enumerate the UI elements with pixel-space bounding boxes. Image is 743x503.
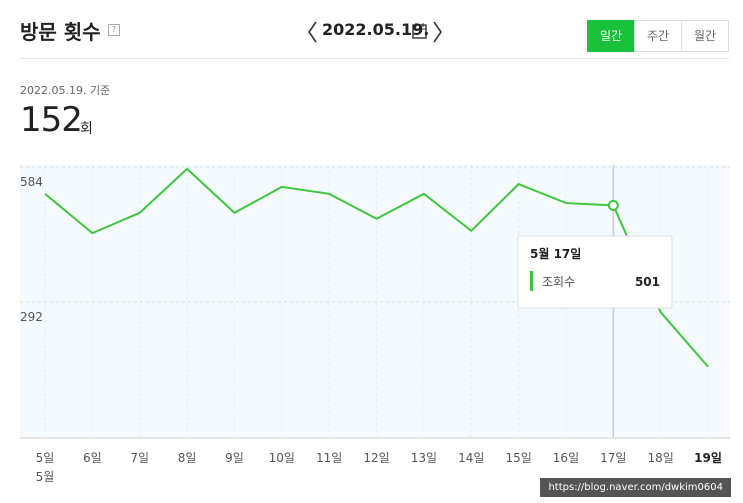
tab[interactable]: 월간 <box>681 20 729 52</box>
count-unit: 회 <box>80 121 93 137</box>
date: 2022.05.19. <box>322 20 430 39</box>
x-tick-label: 8일 <box>178 451 197 465</box>
x-tick-label: 17일 <box>600 451 626 465</box>
tab[interactable]: 주간 <box>634 20 682 52</box>
x-tick-label: 15일 <box>505 451 531 465</box>
x-tick-label: 5일 <box>36 451 55 465</box>
highlight-point <box>607 199 619 211</box>
calendar-icon[interactable] <box>412 23 427 39</box>
x-tick-label: 9일 <box>225 451 244 465</box>
x-tick-label: 12일 <box>363 451 389 465</box>
help-icon[interactable]: ? <box>108 24 120 36</box>
legend-swatch <box>530 271 533 291</box>
tooltip <box>517 235 673 309</box>
basis-date: 2022.05.19. 기준 <box>20 84 111 97</box>
line <box>44 167 709 368</box>
month-label: 5월 <box>36 470 55 484</box>
tooltip-value: 501 <box>635 275 660 289</box>
y-tick-label: 292 <box>20 310 43 324</box>
tooltip-title: 5월 17일 <box>530 246 581 261</box>
x-tick-label: 16일 <box>553 451 579 465</box>
x-tick-label: 11일 <box>316 451 342 465</box>
legend-label: 조회수 <box>542 275 575 289</box>
count: 152 <box>20 100 83 140</box>
divider <box>20 58 729 59</box>
x-tick-label: 14일 <box>458 451 484 465</box>
watermark: https://blog.naver.com/dwkim0604 <box>540 478 731 497</box>
prev-arrow[interactable] <box>308 21 317 43</box>
page-title: 방문 횟수 <box>20 20 101 44</box>
x-tick-label: 13일 <box>411 451 437 465</box>
y-tick-label: 584 <box>20 175 43 189</box>
x-tick-label: 10일 <box>269 451 295 465</box>
x-tick-label: 18일 <box>648 451 674 465</box>
x-tick-label: 7일 <box>130 451 149 465</box>
x-tick-label: 6일 <box>83 451 102 465</box>
x-tick-label: 19일 <box>694 451 722 465</box>
tab[interactable]: 일간 <box>587 20 635 52</box>
next-arrow[interactable] <box>433 21 442 43</box>
